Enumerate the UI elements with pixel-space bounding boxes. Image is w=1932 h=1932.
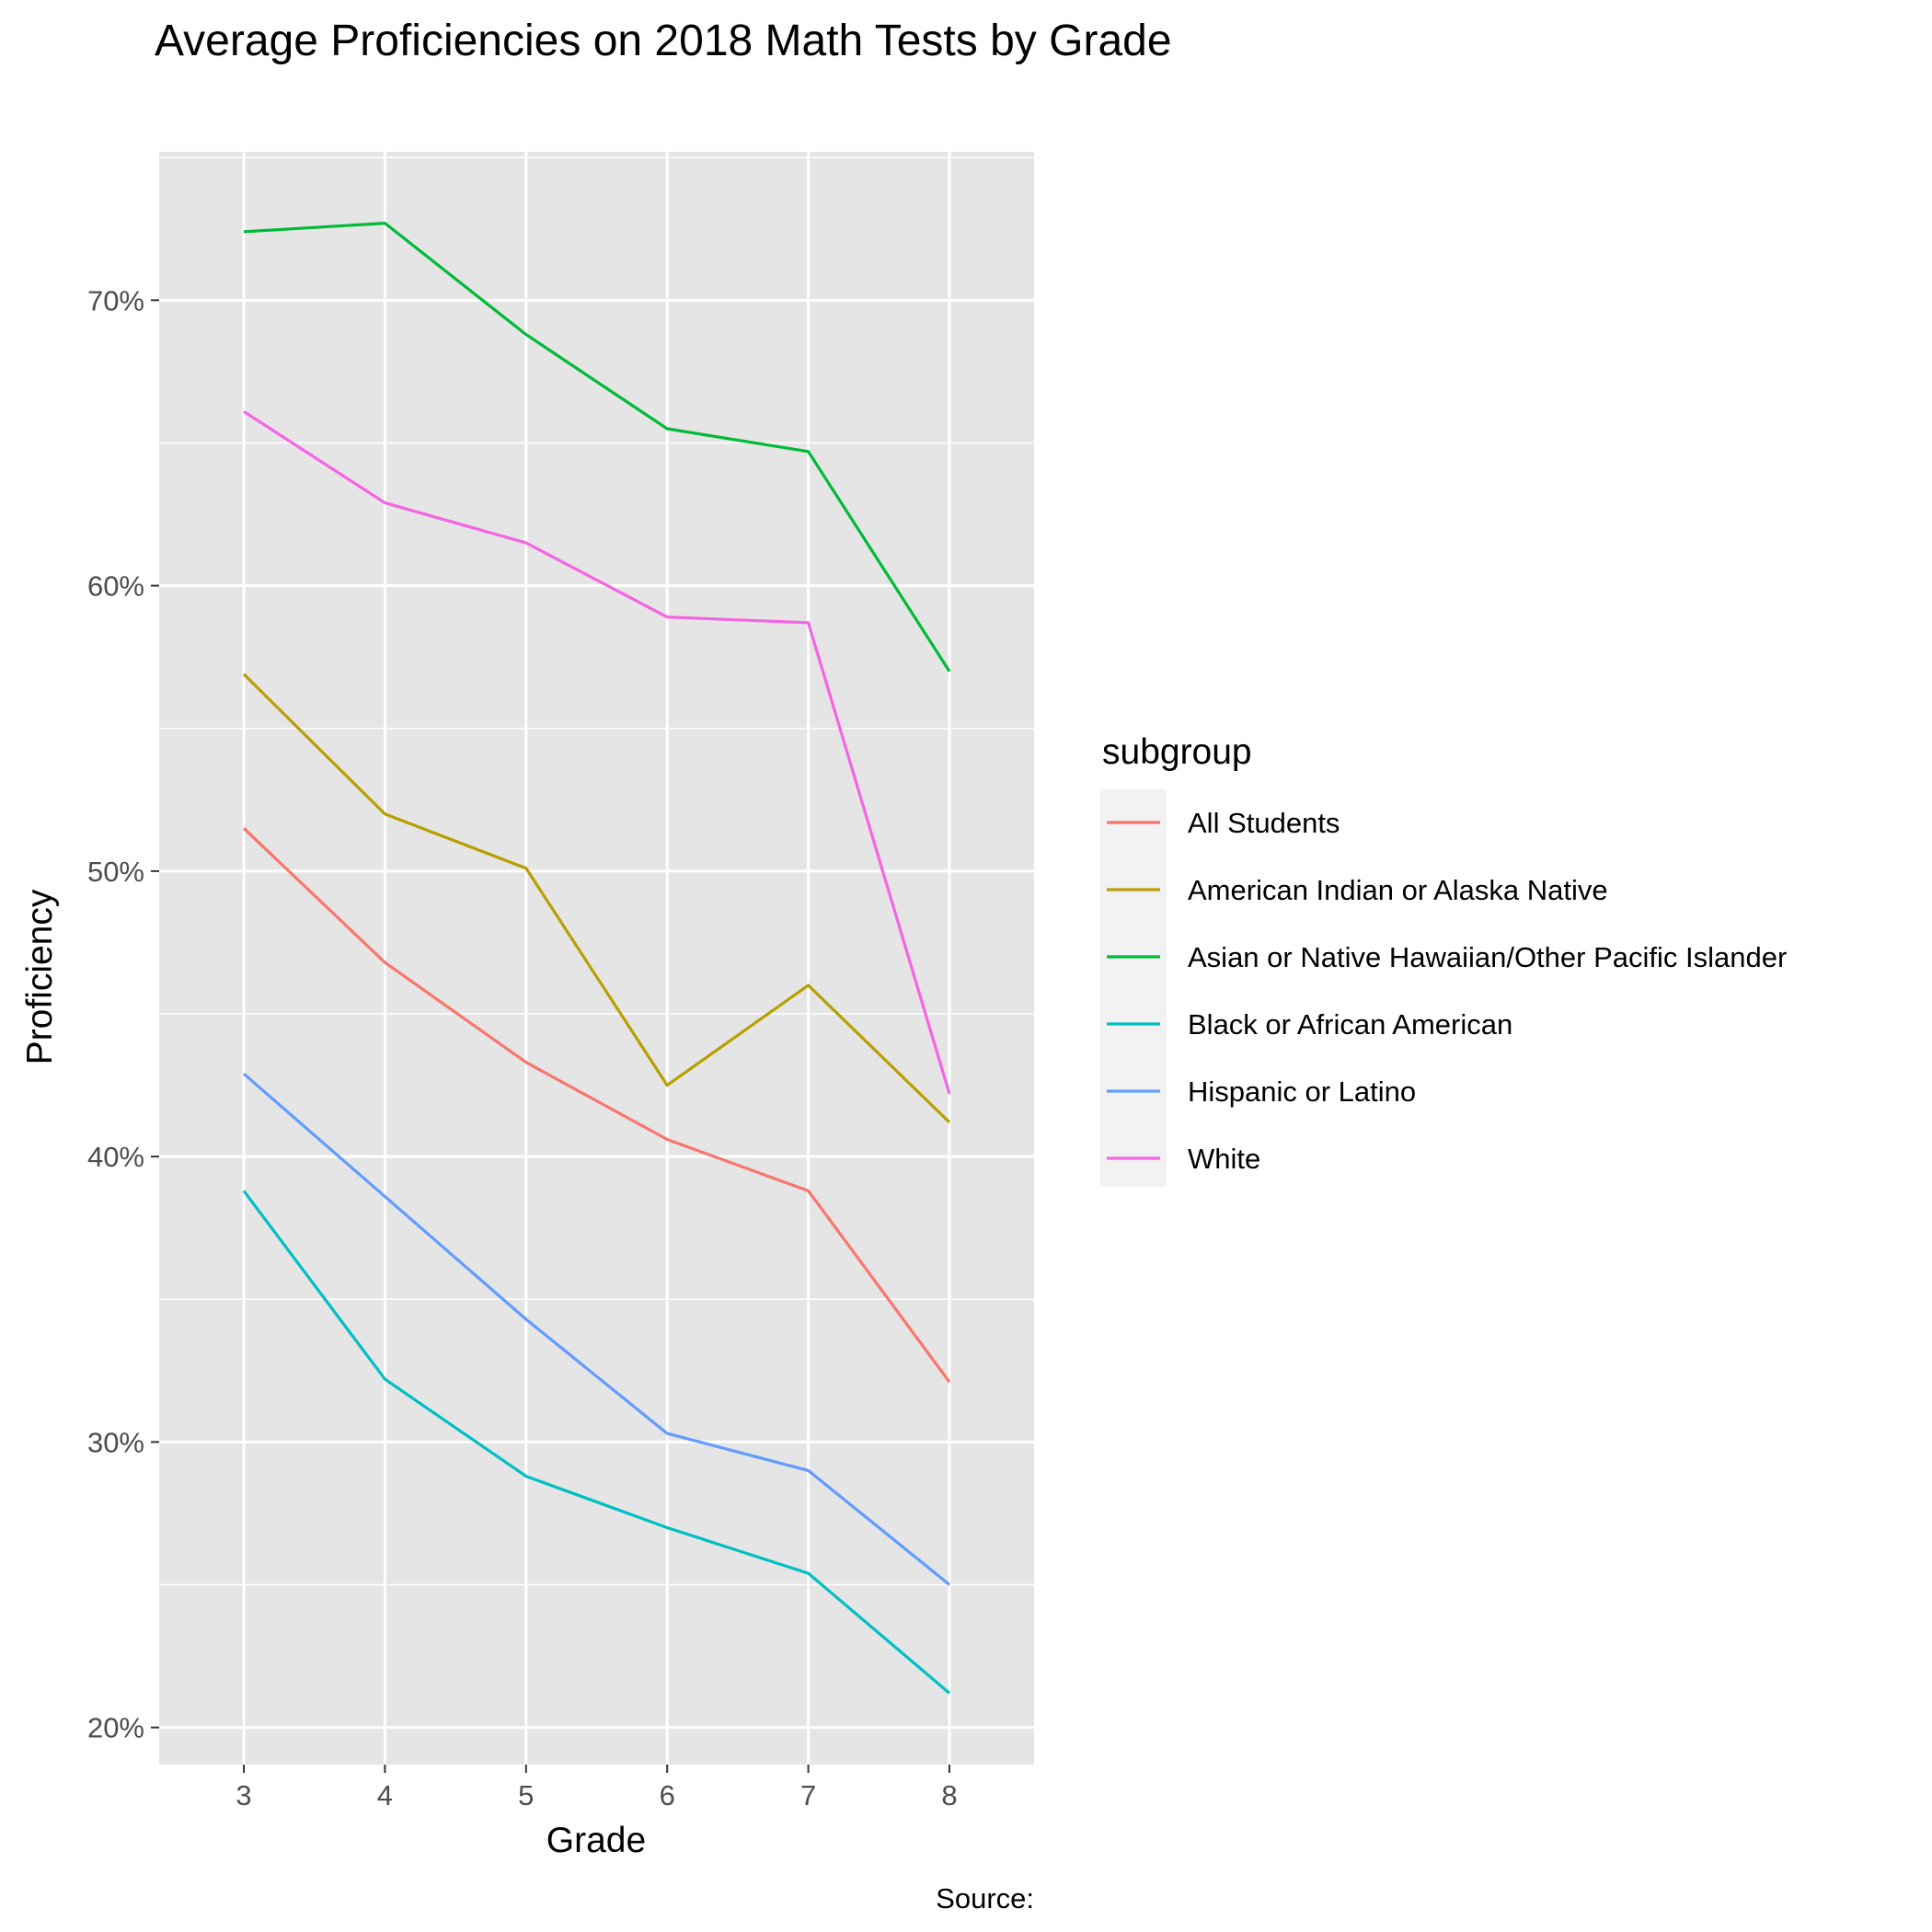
y-tick-label: 30% [87, 1426, 144, 1458]
legend-label: American Indian or Alaska Native [1188, 874, 1608, 906]
y-axis-title: Proficiency [20, 889, 60, 1064]
series-line-all-students [242, 827, 951, 1384]
legend-label: White [1188, 1143, 1260, 1175]
plot-panel [159, 152, 1034, 1765]
series-line-hispanic-or-latino [242, 1072, 951, 1586]
major-gridlines [159, 152, 1034, 1765]
x-tick-label: 4 [377, 1779, 393, 1811]
legend-title: subgroup [1102, 732, 1252, 772]
legend-items: All Students American Indian or Alaska Na… [1107, 807, 1787, 1175]
x-tick-label: 7 [800, 1779, 816, 1811]
x-tick-label: 3 [236, 1779, 251, 1811]
y-tick-label: 20% [87, 1712, 144, 1744]
y-tick-label: 40% [87, 1141, 144, 1173]
series-line-black-or-african-american [242, 1190, 951, 1695]
x-axis-title: Grade [546, 1821, 646, 1860]
x-tick-label: 6 [660, 1779, 675, 1811]
legend-label: All Students [1188, 807, 1340, 839]
legend-key-background [1100, 789, 1167, 1187]
y-tick-label: 70% [87, 284, 144, 316]
series-lines [242, 222, 951, 1695]
x-tick-label: 8 [941, 1779, 957, 1811]
x-tick-label: 5 [518, 1779, 534, 1811]
y-axis: 20% 30% 40% 50% 60% 70% [87, 284, 159, 1744]
series-line-american-indian-or-alaska-native [242, 673, 951, 1124]
legend-label: Black or African American [1188, 1008, 1512, 1041]
legend-label: Asian or Native Hawaiian/Other Pacific I… [1188, 941, 1787, 973]
x-axis: 3 4 5 6 7 8 [236, 1765, 958, 1811]
y-tick-label: 60% [87, 570, 144, 603]
y-tick-label: 50% [87, 856, 144, 888]
series-line-white [243, 409, 951, 1095]
chart-title: Average Proficiencies on 2018 Math Tests… [155, 17, 1172, 65]
legend-label: Hispanic or Latino [1188, 1075, 1416, 1108]
series-line-asian-or-native-hawaiian-other-pacific-islander [243, 222, 951, 673]
legend: subgroup All Students American Indian or … [1100, 732, 1787, 1187]
minor-gridlines [159, 156, 1034, 1586]
chart-caption: Source: [936, 1882, 1034, 1915]
